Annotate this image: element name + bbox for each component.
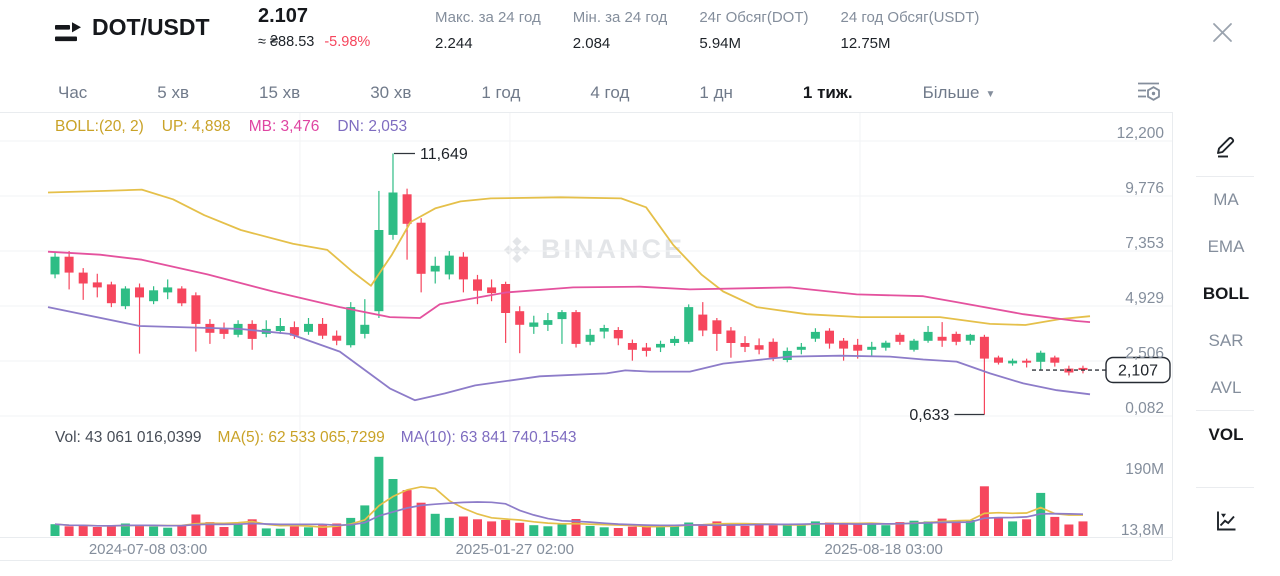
ticker-stat-2: 24г Обсяг(DOT) 5.94M <box>699 9 808 52</box>
volume-legend: Vol: 43 061 016,0399 MA(5): 62 533 065,7… <box>55 429 577 447</box>
annotations-layer: 11,649 0,633 2,107 <box>393 146 1171 424</box>
stat-value: 2.244 <box>435 35 473 52</box>
volume-ma10-line <box>54 501 1084 527</box>
interval-tab-Час[interactable]: Час <box>58 83 88 102</box>
stat-label: Макс. за 24 год <box>435 9 541 26</box>
pair-title: DOT/USDT <box>92 14 210 40</box>
svg-text:190M: 190M <box>1125 461 1164 478</box>
sidebar-item-sar[interactable]: SAR <box>1208 331 1244 350</box>
svg-text:11,649: 11,649 <box>420 146 468 163</box>
sidebar-divider <box>1196 176 1254 177</box>
svg-text:7,353: 7,353 <box>1125 235 1164 252</box>
volume-ma5-line <box>54 485 1083 529</box>
binance-watermark: BINANCE <box>503 234 685 265</box>
boll-dn-value: DN: 2,053 <box>337 118 408 135</box>
binance-logo-icon <box>504 236 530 263</box>
volume-ma10-value: MA(10): 63 841 740,1543 <box>400 429 577 446</box>
interval-tab-30хв[interactable]: 30 хв <box>370 83 412 102</box>
interval-tab-4год[interactable]: 4 год <box>590 83 630 102</box>
ticker-stats: Макс. за 24 год 2.244 Мін. за 24 год 2.084 2… <box>435 9 979 52</box>
boll-legend: BOLL:(20, 2) UP: 4,898 MB: 3,476 DN: 2,0… <box>55 118 407 136</box>
svg-text:2,107: 2,107 <box>1118 363 1158 380</box>
svg-text:0,633: 0,633 <box>909 407 949 424</box>
stat-value: 5.94M <box>699 35 742 52</box>
close-button[interactable] <box>1206 16 1239 52</box>
stat-value: 12.75M <box>840 35 891 52</box>
boll-up-value: UP: 4,898 <box>161 118 231 135</box>
svg-text:2025-08-18 03:00: 2025-08-18 03:00 <box>824 541 942 558</box>
price-block: 2.107 ≈ ₴88.53 -5.98% <box>258 5 370 50</box>
last-price-tag <box>1105 356 1171 384</box>
indicator-sidebar: MA EMA BOLL SAR AVL VOL <box>1172 112 1280 560</box>
boll-mb-value: MB: 3,476 <box>248 118 320 135</box>
pair-menu-icon[interactable] <box>54 21 84 51</box>
interval-tab-1тиж[interactable]: 1 тиж. <box>802 83 853 102</box>
svg-text:9,776: 9,776 <box>1125 180 1164 197</box>
header: DOT/USDT 2.107 ≈ ₴88.53 -5.98% Макс. за … <box>0 0 1280 66</box>
sidebar-divider <box>1196 410 1254 411</box>
watermark-text: BINANCE <box>541 234 686 264</box>
svg-text:4,929: 4,929 <box>1125 290 1164 307</box>
sidebar-divider <box>1196 487 1254 488</box>
svg-text:13,8M: 13,8M <box>1121 522 1164 539</box>
candles-layer <box>50 153 1088 404</box>
stat-label: Мін. за 24 год <box>572 9 668 26</box>
interval-tab-1дн[interactable]: 1 дн <box>699 83 733 102</box>
svg-text:2,506: 2,506 <box>1125 345 1164 362</box>
chevron-down-icon: ▼ <box>985 89 996 100</box>
sidebar-item-ma[interactable]: MA <box>1213 190 1239 209</box>
boll-lower-band <box>47 306 1091 402</box>
ticker-stat-0: Макс. за 24 год 2.244 <box>435 9 541 52</box>
svg-text:2025-01-27 02:00: 2025-01-27 02:00 <box>456 541 574 558</box>
fiat-equivalent: ≈ ₴88.53 <box>258 34 315 50</box>
indicator-settings-icon[interactable] <box>1136 79 1164 110</box>
stat-value: 2.084 <box>572 35 611 52</box>
svg-text:12,200: 12,200 <box>1117 125 1165 142</box>
sidebar-item-boll[interactable]: BOLL <box>1202 284 1250 303</box>
close-icon <box>1213 23 1232 42</box>
ticker-stat-3: 24 год Обсяг(USDT) 12.75M <box>840 9 979 52</box>
interval-tabs: Час 5 хв 15 хв 30 хв 1 год 4 год 1 дн 1 тиж. Біл… <box>58 80 995 106</box>
svg-text:2024-07-08 03:00: 2024-07-08 03:00 <box>89 541 207 558</box>
sidebar-item-vol[interactable]: VOL <box>1208 425 1244 444</box>
interval-tab-1год[interactable]: 1 год <box>481 83 521 102</box>
time-axis: 2024-07-08 03:00 2025-01-27 02:00 2025-08-… <box>89 541 943 558</box>
more-intervals-dropdown[interactable]: Більше ▼ <box>922 83 996 102</box>
volume-value: Vol: 43 061 016,0399 <box>55 429 202 446</box>
sidebar-item-ema[interactable]: EMA <box>1207 237 1245 256</box>
ticker-stat-1: Мін. за 24 год 2.084 <box>573 9 668 52</box>
depth-chart-icon[interactable] <box>1172 508 1280 533</box>
price-axis: 12,200 9,776 7,353 4,929 2,506 0,082 190M 13,8M <box>1117 125 1165 539</box>
boll-params-label: BOLL:(20, 2) <box>55 118 144 135</box>
stat-label: 24 год Обсяг(USDT) <box>840 9 980 26</box>
sidebar-item-avl[interactable]: AVL <box>1210 378 1242 397</box>
grid-layer <box>0 112 1172 537</box>
stat-label: 24г Обсяг(DOT) <box>699 9 809 26</box>
draw-pencil-icon[interactable] <box>1172 132 1280 159</box>
last-price: 2.107 <box>258 5 309 27</box>
volume-ma5-value: MA(5): 62 533 065,7299 <box>217 429 385 446</box>
volume-bars-layer <box>50 456 1088 536</box>
pane-borders <box>0 112 1173 561</box>
change-percent: -5.98% <box>324 34 371 50</box>
svg-text:0,082: 0,082 <box>1125 400 1164 417</box>
interval-tab-15хв[interactable]: 15 хв <box>259 83 301 102</box>
interval-tab-5хв[interactable]: 5 хв <box>157 83 190 102</box>
